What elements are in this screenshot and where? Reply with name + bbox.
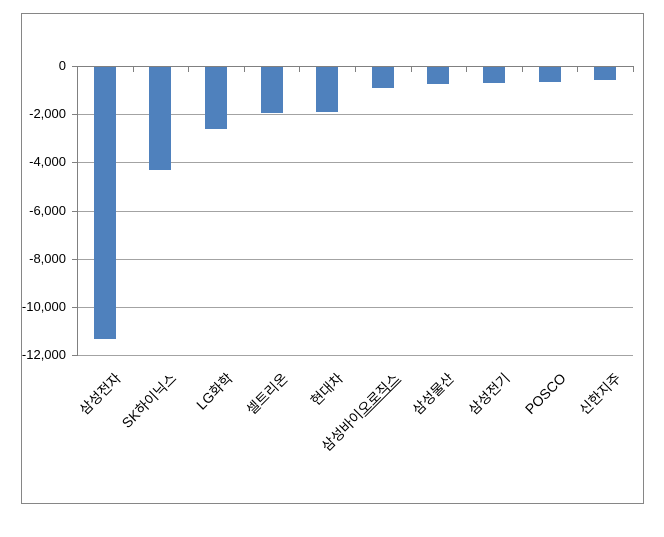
chart-bar xyxy=(427,67,449,84)
category-label: POSCO xyxy=(522,370,570,418)
chart-bar xyxy=(94,67,116,339)
chart-bar xyxy=(372,67,394,88)
category-axis-tick xyxy=(466,66,467,72)
gridline xyxy=(77,162,633,163)
y-axis-label: -8,000 xyxy=(29,251,66,266)
category-axis-tick xyxy=(188,66,189,72)
category-axis-tick xyxy=(522,66,523,72)
y-axis-tick xyxy=(72,114,77,115)
y-axis-tick xyxy=(72,259,77,260)
chart-bar xyxy=(149,67,171,170)
chart-bar xyxy=(594,67,616,80)
category-axis-tick xyxy=(577,66,578,72)
category-label: 삼성전기 xyxy=(465,370,514,418)
gridline xyxy=(77,211,633,212)
category-label: 삼성전자 xyxy=(76,370,125,418)
y-axis-label: -4,000 xyxy=(29,154,66,169)
category-axis-tick xyxy=(133,66,134,72)
category-axis-tick xyxy=(244,66,245,72)
chart-bar xyxy=(316,67,338,112)
chart-frame: 0 -2,000 -4,000 -6,000 -8,000 -10,000 -12,000 삼… xyxy=(21,13,644,504)
y-axis-tick xyxy=(72,66,77,67)
value-axis-line xyxy=(77,66,78,356)
y-axis-label: 0 xyxy=(58,58,66,73)
gridline xyxy=(77,259,633,260)
category-label: 신한지주 xyxy=(576,370,625,418)
category-label: 삼성물산 xyxy=(409,370,458,418)
category-label-text: 삼성바이 xyxy=(318,406,366,455)
gridline xyxy=(77,114,633,115)
y-axis-tick xyxy=(72,355,77,356)
chart-bar xyxy=(261,67,283,113)
category-axis-tick xyxy=(411,66,412,72)
category-label-underlined-text: 오로직스 xyxy=(354,370,403,418)
category-axis-tick xyxy=(355,66,356,72)
category-axis-tick xyxy=(299,66,300,72)
category-label: LG화학 xyxy=(192,370,236,413)
chart-bar xyxy=(483,67,505,83)
category-axis-tick xyxy=(633,66,634,72)
chart-bar xyxy=(539,67,561,82)
category-label: 셀트리온 xyxy=(243,370,292,418)
category-label: SK하이닉스 xyxy=(118,370,180,431)
category-axis-tick xyxy=(77,66,78,72)
chart-bar xyxy=(205,67,227,129)
y-axis-tick xyxy=(72,211,77,212)
y-axis-tick xyxy=(72,162,77,163)
y-axis-label: -6,000 xyxy=(29,203,66,218)
gridline xyxy=(77,307,633,308)
y-axis-label: -12,000 xyxy=(21,347,66,362)
y-axis-tick xyxy=(72,307,77,308)
y-axis-label: -2,000 xyxy=(29,106,66,121)
y-axis-label: -10,000 xyxy=(21,299,66,314)
gridline xyxy=(77,355,633,356)
category-label: 현대차 xyxy=(307,370,347,409)
